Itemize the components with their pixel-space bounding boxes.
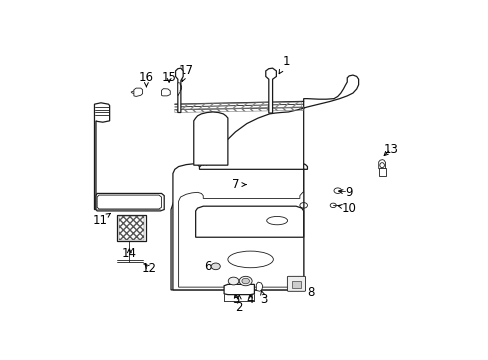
Polygon shape (378, 168, 385, 176)
Text: 15: 15 (162, 71, 176, 84)
Polygon shape (195, 206, 303, 237)
Text: 3: 3 (260, 290, 267, 306)
Bar (119, 216, 144, 240)
Text: 5: 5 (232, 293, 240, 306)
Circle shape (211, 263, 220, 270)
Polygon shape (97, 195, 161, 209)
Text: 6: 6 (204, 260, 217, 273)
Polygon shape (161, 89, 170, 96)
Polygon shape (173, 164, 307, 290)
Text: 7: 7 (232, 178, 245, 191)
Polygon shape (224, 284, 254, 294)
Text: 12: 12 (141, 262, 156, 275)
Polygon shape (134, 88, 142, 96)
Polygon shape (171, 75, 358, 290)
Text: 16: 16 (139, 71, 154, 87)
Polygon shape (193, 112, 227, 165)
Text: 13: 13 (383, 143, 397, 156)
Bar (291, 281, 301, 288)
Circle shape (228, 277, 238, 285)
Polygon shape (178, 192, 303, 287)
Text: 1: 1 (279, 55, 290, 74)
Text: 14: 14 (122, 247, 137, 260)
Text: 17: 17 (178, 64, 193, 82)
Text: 9: 9 (338, 186, 352, 199)
FancyBboxPatch shape (287, 276, 305, 291)
Polygon shape (265, 68, 276, 113)
Text: 8: 8 (300, 286, 314, 299)
Polygon shape (178, 82, 180, 96)
Text: 10: 10 (337, 202, 356, 215)
Polygon shape (256, 282, 262, 291)
Text: 2: 2 (235, 295, 243, 314)
Polygon shape (175, 68, 183, 112)
Polygon shape (96, 193, 164, 211)
Text: 11: 11 (92, 213, 110, 227)
Bar (117, 215, 145, 242)
Circle shape (242, 278, 249, 284)
Polygon shape (94, 103, 109, 210)
Circle shape (239, 276, 252, 286)
Text: 4: 4 (246, 293, 254, 306)
Polygon shape (378, 159, 385, 170)
